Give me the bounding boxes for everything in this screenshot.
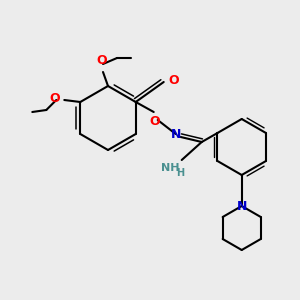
Text: O: O [97,54,107,67]
Text: O: O [169,74,179,86]
Text: O: O [149,115,160,128]
Text: N: N [236,200,247,212]
Text: H: H [177,168,185,178]
Text: N: N [170,128,181,140]
Text: O: O [50,92,60,106]
Text: NH: NH [161,163,180,173]
